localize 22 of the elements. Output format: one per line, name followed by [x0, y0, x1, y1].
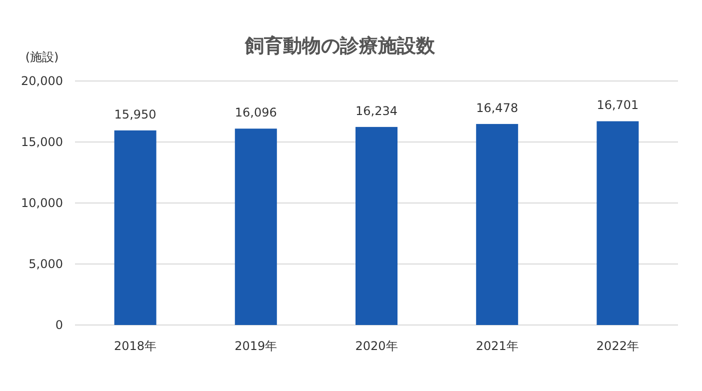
chart-title: 飼育動物の診療施設数	[244, 35, 436, 57]
x-tick-label: 2018年	[114, 339, 157, 353]
data-label: 16,701	[596, 98, 639, 112]
x-tick-label: 2019年	[234, 339, 278, 353]
bar	[596, 121, 639, 325]
y-tick-label: 15,000	[21, 135, 63, 149]
x-tick-label: 2020年	[355, 339, 398, 353]
data-label: 16,478	[476, 100, 518, 115]
x-tick-label: 2022年	[596, 339, 639, 353]
y-tick-label: 5,000	[28, 257, 63, 271]
data-label: 16,234	[356, 104, 398, 118]
bar	[476, 124, 518, 325]
y-tick-label: 0	[55, 318, 63, 332]
bar	[356, 126, 398, 325]
y-tick-label: 20,000	[21, 74, 63, 88]
bar	[234, 128, 277, 325]
y-tick-label: 10,000	[21, 196, 63, 210]
x-tick-label: 2021年	[476, 339, 518, 353]
data-label: 16,096	[234, 106, 277, 120]
y-axis-title: (施設)	[25, 50, 59, 64]
data-label: 15,950	[114, 107, 156, 122]
bar	[114, 130, 156, 325]
